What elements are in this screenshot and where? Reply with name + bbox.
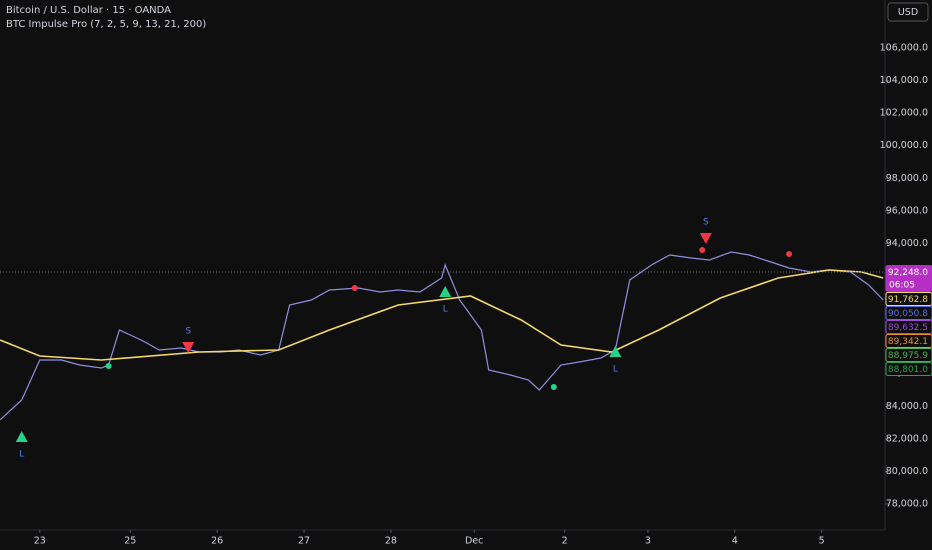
signal-dot: [786, 250, 793, 257]
price-line: [0, 269, 884, 361]
symbol: Bitcoin / U.S. Dollar · 15 · OANDA: [6, 5, 171, 16]
y-tick-label: 94,000.0: [886, 238, 928, 249]
x-tick-label: 23: [34, 536, 46, 547]
y-tick-label: 96,000.0: [886, 205, 928, 216]
price-label: 89,342.1: [888, 337, 928, 347]
x-tick-label: 2: [562, 536, 568, 547]
signal-arrow: [182, 341, 195, 353]
price-line: [0, 251, 884, 421]
price-label: 89,632.5: [888, 323, 928, 333]
x-tick-label: 27: [298, 536, 310, 547]
signal-dot: [105, 362, 112, 369]
price-label: 88,801.0: [888, 365, 928, 375]
signal-label: L: [443, 304, 448, 314]
y-tick-label: 84,000.0: [886, 401, 928, 412]
price-label: 92,248.0: [888, 268, 928, 278]
price-label: 88,975.9: [888, 351, 928, 361]
price-label-box: [885, 305, 932, 320]
y-tick-label: 106,000.0: [880, 43, 928, 54]
signal-arrow: [439, 285, 452, 297]
signal-arrow: [609, 345, 622, 357]
signal-dot: [699, 246, 706, 253]
y-tick-label: 82,000.0: [886, 433, 928, 444]
y-tick-label: 102,000.0: [880, 108, 928, 119]
countdown: 06:05: [889, 280, 915, 290]
x-tick-label: 4: [732, 536, 738, 547]
currency[interactable]: USD: [898, 7, 918, 18]
y-tick-label: 100,000.0: [880, 140, 928, 151]
price-label: 90,050.8: [888, 309, 928, 319]
x-tick-label: 3: [645, 536, 651, 547]
x-tick-label: Dec: [465, 536, 483, 547]
signal-label: L: [19, 449, 24, 459]
x-tick-label: 25: [124, 536, 136, 547]
signal-arrow: [15, 430, 28, 442]
y-tick-label: 80,000.0: [886, 466, 928, 477]
signal-label: S: [703, 218, 709, 228]
currency-button[interactable]: [887, 2, 929, 22]
price-label-box: [885, 319, 932, 334]
x-tick-label: 28: [385, 536, 397, 547]
signal-dot: [550, 383, 557, 390]
signal-label: L: [613, 364, 618, 374]
y-tick-label: 98,000.0: [886, 173, 928, 184]
y-tick-label: 104,000.0: [880, 75, 928, 86]
signal-label: S: [185, 326, 191, 336]
price-label-box: [885, 361, 932, 376]
x-tick-label: 5: [819, 536, 825, 547]
signal-dot: [351, 284, 358, 291]
price-label-box: [885, 264, 932, 292]
x-tick-label: 26: [211, 536, 223, 547]
price-label-box: [885, 333, 932, 348]
indicator: BTC Impulse Pro (7, 2, 5, 9, 13, 21, 200…: [6, 19, 206, 30]
price-label-box: [885, 291, 932, 306]
price-label: 91,762.8: [888, 295, 928, 305]
signal-arrow: [699, 233, 712, 245]
price-label-box: [885, 347, 932, 362]
y-tick-label: 78,000.0: [886, 498, 928, 509]
